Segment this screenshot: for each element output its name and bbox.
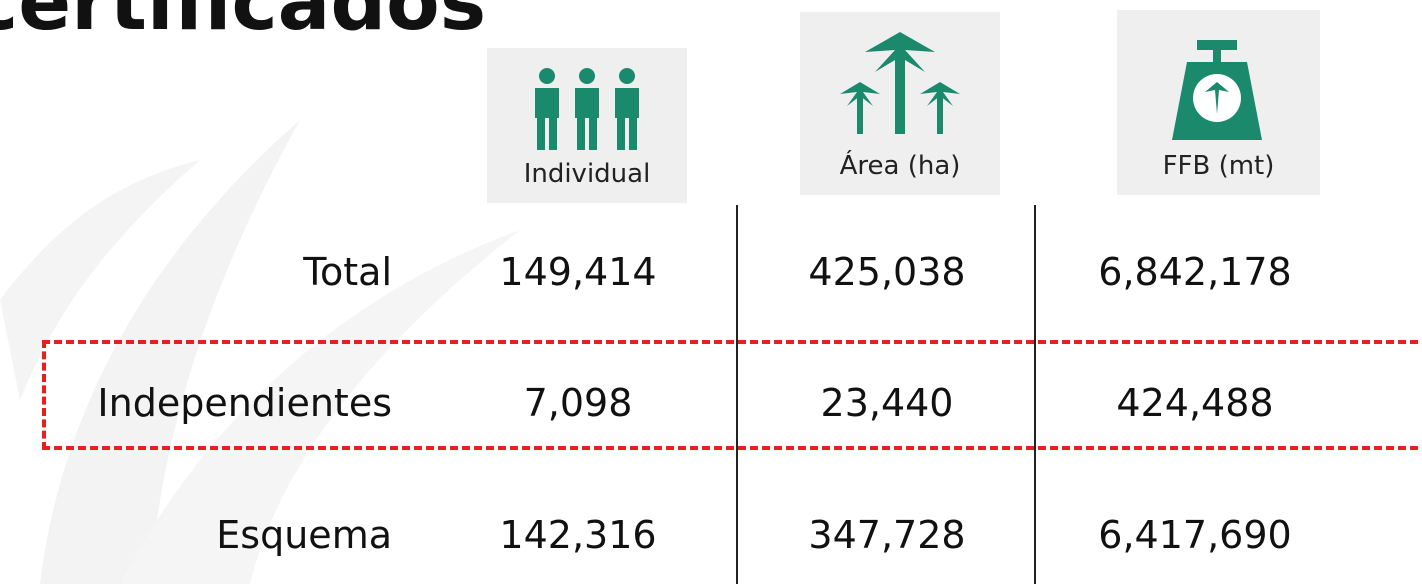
people-icon: [535, 68, 639, 150]
palm-icon: [840, 32, 960, 134]
icon-box: FFB (mt): [1117, 10, 1320, 195]
table-cell: 425,038: [808, 250, 966, 294]
row-label: Independientes: [97, 381, 392, 425]
watermark: [0, 120, 520, 584]
row-label: Total: [303, 250, 392, 294]
table-cell: 347,728: [808, 513, 966, 557]
table-cell: 7,098: [523, 381, 633, 425]
column-header: Área (ha): [839, 151, 961, 181]
table-cell: 149,414: [499, 250, 657, 294]
table-cell: 23,440: [820, 381, 954, 425]
slide-title: certificados: [0, 0, 487, 48]
icon-box: Área (ha): [800, 12, 1000, 195]
table-cell: 6,842,178: [1098, 250, 1292, 294]
column-header: Individual: [523, 159, 651, 189]
scale-icon: [1172, 40, 1262, 140]
column-divider: [736, 205, 738, 584]
table-cell: 142,316: [499, 513, 657, 557]
column-header: FFB (mt): [1162, 151, 1275, 181]
table-cell: 6,417,690: [1098, 513, 1292, 557]
row-label: Esquema: [216, 513, 392, 557]
table-cell: 424,488: [1116, 381, 1274, 425]
icon-box: Individual: [487, 48, 687, 203]
highlight-box: [42, 340, 1422, 450]
column-divider: [1034, 205, 1036, 584]
